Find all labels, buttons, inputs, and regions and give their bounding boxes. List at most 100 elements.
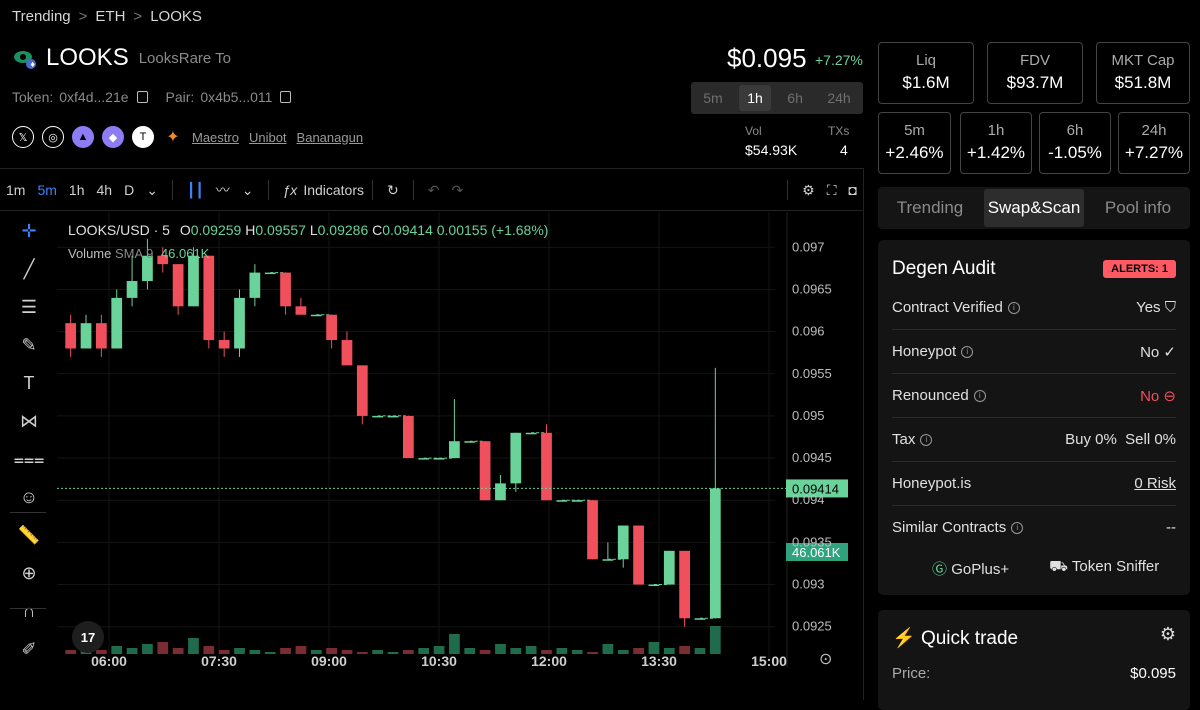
pattern-icon[interactable]: ⋈ — [20, 410, 38, 431]
lightning-icon: ⚡ — [892, 628, 916, 649]
candles-icon[interactable]: ┃┃ — [186, 181, 204, 198]
quick-trade-title: Quick trade — [920, 628, 1019, 649]
stat-liq: Liq $1.6M — [878, 42, 974, 104]
honeypot-is-link[interactable]: 0 Risk — [1134, 475, 1176, 492]
chevron-down-icon[interactable]: ⌄ — [241, 181, 254, 198]
volume-bar — [464, 648, 476, 654]
interval-1h[interactable]: 1h — [68, 182, 85, 198]
link-maestro[interactable]: Maestro — [192, 129, 239, 145]
indicators-button[interactable]: Indicators — [303, 182, 365, 198]
stat-label: FDV — [1020, 52, 1050, 69]
y-tick-label: 0.094 — [792, 492, 825, 507]
goplus-link[interactable]: Ⓖ GoPlus+ — [932, 558, 1009, 579]
legend-c-label: C — [372, 222, 383, 238]
x-twitter-icon[interactable]: 𝕏 — [12, 126, 34, 148]
volume-bar — [188, 638, 199, 654]
magnet-icon[interactable]: ∩ — [22, 600, 36, 621]
interval-4h[interactable]: 4h — [96, 182, 113, 198]
undo-icon[interactable]: ↶ — [427, 181, 440, 198]
timeframe-5m[interactable]: 5m — [703, 90, 723, 106]
ruler-icon[interactable]: 📏 — [17, 524, 41, 545]
token-sniffer-link[interactable]: ⛟ Token Sniffer — [1049, 558, 1159, 579]
audit-value: No — [1140, 343, 1160, 361]
tab-swap-scan[interactable]: Swap&Scan — [984, 189, 1084, 227]
volume-bar — [694, 648, 706, 654]
copy-icon[interactable] — [280, 91, 292, 103]
tradingview-logo-icon[interactable]: 17 — [72, 621, 104, 653]
tradingview-icon[interactable]: T — [132, 126, 154, 148]
emoji-icon[interactable]: ☺ — [19, 486, 39, 507]
chevron-down-icon[interactable]: ⌄ — [146, 181, 158, 198]
refresh-icon[interactable]: ↻ — [387, 181, 399, 198]
info-icon[interactable]: i — [961, 346, 974, 359]
y-tick-label: 0.097 — [792, 239, 825, 254]
x-tick-label: 06:00 — [91, 653, 127, 668]
volume-value: $54.93K — [745, 142, 798, 158]
volume-bar — [172, 648, 184, 654]
breadcrumb-eth[interactable]: ETH — [95, 8, 126, 25]
info-icon[interactable]: i — [920, 434, 933, 447]
link-unibot[interactable]: Unibot — [248, 129, 287, 145]
tab-pool-info[interactable]: Pool info — [1104, 198, 1172, 217]
timeframe-1h[interactable]: 1h — [739, 85, 771, 111]
tax-buy: Buy 0% — [1065, 431, 1117, 448]
diamond-icon[interactable]: ◆ — [102, 126, 124, 148]
function-icon[interactable]: ƒx — [282, 182, 298, 198]
timeframe-6h[interactable]: 6h — [787, 90, 803, 106]
crosshair-icon[interactable]: ✛ — [21, 220, 37, 241]
forecast-icon[interactable]: ⩶ — [13, 448, 45, 469]
audit-row-honeypot-is: Honeypot.is 0 Risk — [892, 462, 1176, 506]
metamask-icon[interactable]: ✦ — [166, 129, 180, 146]
redo-icon[interactable]: ↷ — [451, 181, 464, 198]
timeframe-24h[interactable]: 24h — [827, 90, 851, 106]
zoom-in-icon[interactable]: ⊕ — [21, 562, 37, 583]
volume-tag-label: 46.061K — [792, 545, 841, 560]
volume-bar — [602, 644, 614, 654]
price-chart[interactable]: 0.09414 46.061K 0.097 0.0965 0.096 0.0955 0.0… — [57, 212, 854, 668]
separator — [171, 180, 173, 200]
globe-icon[interactable]: ◎ — [42, 126, 64, 148]
interval-5m[interactable]: 5m — [37, 182, 57, 198]
token-sniffer-label: Token Sniffer — [1071, 558, 1160, 575]
fib-lines-icon[interactable]: ☰ — [20, 296, 38, 317]
trendline-icon[interactable]: ╱ — [23, 258, 35, 279]
change-5m: 5m +2.46% — [878, 112, 951, 174]
chart-icon[interactable]: ▲ — [72, 126, 94, 148]
candle-body — [402, 415, 414, 459]
interval-d[interactable]: D — [124, 182, 135, 198]
info-icon[interactable]: i — [1011, 522, 1024, 535]
x-tick-label: 09:00 — [311, 653, 347, 668]
token-address[interactable]: 0xf4d...21e — [59, 89, 129, 105]
text-icon[interactable]: T — [23, 372, 35, 393]
price-change: +7.27% — [815, 52, 863, 68]
separator — [267, 180, 269, 200]
gear-icon[interactable]: ⚙ — [802, 181, 815, 198]
volume-bar — [111, 646, 123, 654]
breadcrumb-trending[interactable]: Trending — [12, 8, 71, 25]
line-chart-icon[interactable]: 〰 — [215, 182, 230, 198]
divider — [10, 512, 46, 513]
volume-bar — [157, 642, 169, 654]
brush-icon[interactable]: ✎ — [21, 334, 37, 355]
volume-bar — [203, 646, 215, 654]
interval-1m[interactable]: 1m — [6, 182, 26, 198]
camera-icon[interactable]: ◘ — [848, 182, 857, 198]
candle-body — [495, 483, 506, 501]
volume-bar — [402, 650, 414, 654]
legend-change: 0.00155 (+1.68%) — [436, 222, 549, 238]
candle-body — [264, 272, 276, 275]
tab-trending[interactable]: Trending — [896, 198, 964, 217]
settings-icon[interactable]: ⚙ — [1159, 624, 1176, 644]
info-icon[interactable]: i — [1007, 302, 1020, 315]
breadcrumb-looks: LOOKS — [150, 8, 202, 25]
copy-icon[interactable] — [136, 91, 148, 103]
audit-row-renounced: Renounced i No ⊖ — [892, 374, 1176, 418]
shield-check-icon: ⛉ — [1164, 299, 1176, 316]
lock-drawing-icon[interactable]: ✐ — [21, 638, 37, 659]
fullscreen-icon[interactable]: ⛶ — [826, 181, 837, 198]
volume-legend: Volume SMA 9 46.061K — [68, 246, 209, 261]
pair-address[interactable]: 0x4b5...011 — [200, 89, 273, 105]
link-bananagun[interactable]: Bananagun — [296, 129, 364, 145]
alerts-badge[interactable]: ALERTS: 1 — [1103, 260, 1176, 278]
info-icon[interactable]: i — [973, 390, 986, 403]
